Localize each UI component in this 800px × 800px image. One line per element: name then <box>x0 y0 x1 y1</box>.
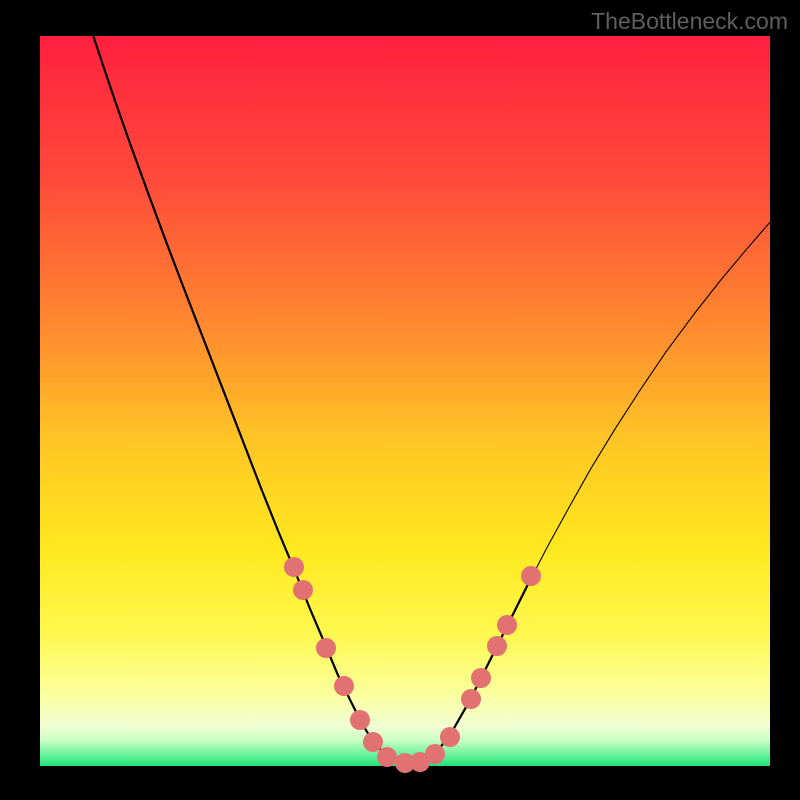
data-marker <box>425 744 445 764</box>
data-marker <box>334 676 354 696</box>
data-marker <box>497 615 517 635</box>
data-marker <box>316 638 336 658</box>
watermark-text: TheBottleneck.com <box>591 8 788 35</box>
data-marker <box>293 580 313 600</box>
data-marker <box>461 689 481 709</box>
data-marker <box>521 566 541 586</box>
data-marker <box>440 727 460 747</box>
data-marker <box>350 710 370 730</box>
data-marker <box>284 557 304 577</box>
data-marker <box>471 668 491 688</box>
chart-canvas: TheBottleneck.com <box>0 0 800 800</box>
plot-area <box>40 36 770 766</box>
data-marker <box>487 636 507 656</box>
